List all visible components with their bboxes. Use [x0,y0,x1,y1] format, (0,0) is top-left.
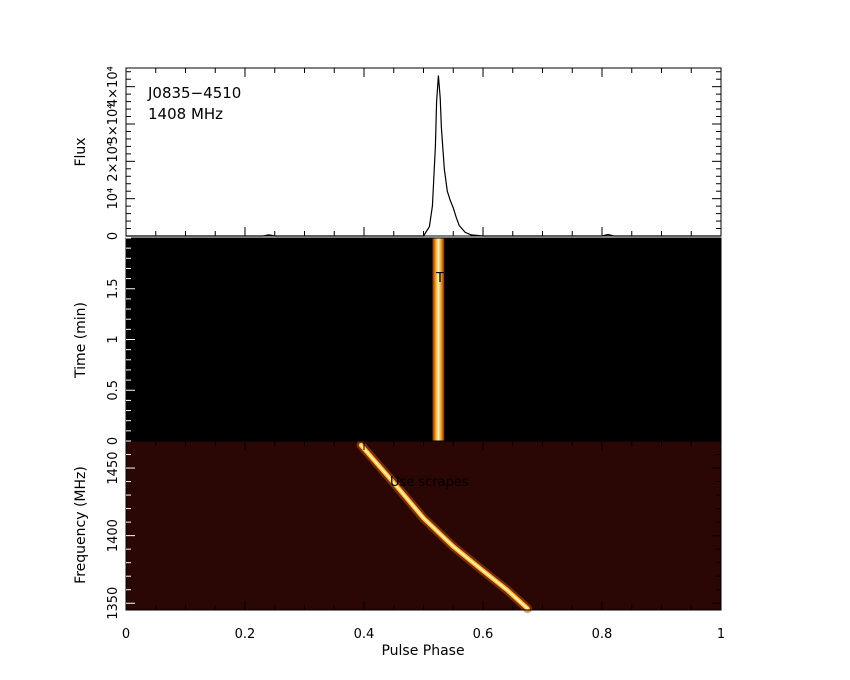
x-tick-label: 0 [122,627,130,642]
freq-y-ticks: 1350 1400 1450 [106,440,721,620]
freq-overlay-text: Use scrapes [390,475,469,490]
time-x-ticks [125,238,722,441]
dispersion-track-core [360,444,529,610]
time-phase-pulse-band [432,238,445,441]
source-name-label: J0835−4510 [147,84,241,102]
x-axis-label: Pulse Phase [381,643,464,659]
x-tick-labels: 0 0.2 0.4 0.6 0.8 1 [122,627,725,642]
time-y-tick-label: 0 [106,437,121,445]
freq-phase-panel: 1350 1400 1450 Use scrapes Frequency (MHz) [73,440,722,620]
time-y-tick-label: 1 [106,335,121,343]
freq-phase-image [126,441,721,610]
frequency-label: 1408 MHz [148,105,223,123]
profile-y-tick-label: 2×10⁴ [106,141,121,182]
time-phase-image [126,238,721,441]
freq-y-tick-label: 1350 [106,587,121,620]
freq-y-tick-label: 1400 [106,519,121,552]
profile-y-tick-label: 4×10⁴ [106,66,121,107]
x-tick-label: 0.2 [235,627,256,642]
profile-y-tick-label: 3×10⁴ [106,104,121,145]
time-y-ticks: 0 0.5 1 1.5 [106,237,721,445]
x-tick-label: 0.8 [592,627,613,642]
profile-y-axis-label: Flux [73,137,89,166]
x-tick-label: 0.6 [473,627,494,642]
time-phase-panel: 0 0.5 1 1.5 Tho Time (min) [73,237,722,445]
freq-y-tick-label: 1450 [106,451,121,484]
time-y-tick-label: 1.5 [106,278,121,299]
profile-y-tick-label: 10⁴ [106,188,121,210]
time-y-tick-label: 0.5 [106,380,121,401]
profile-y-tick-label: 0 [106,232,121,240]
x-tick-label: 0.4 [354,627,375,642]
time-y-axis-label: Time (min) [73,302,89,379]
x-tick-label: 1 [717,627,725,642]
profile-line [126,75,721,237]
profile-frame [125,67,722,237]
time-overlay-text: Tho [435,271,460,286]
freq-y-axis-label: Frequency (MHz) [73,466,89,584]
freq-x-ticks [125,441,722,610]
